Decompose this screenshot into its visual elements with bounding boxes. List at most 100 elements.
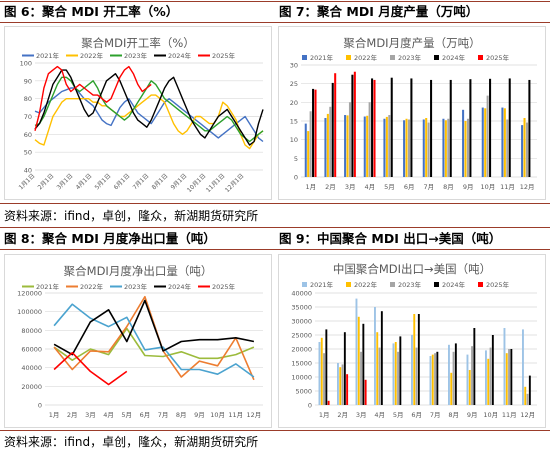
fig9-bar xyxy=(487,358,490,405)
fig9-bar xyxy=(528,375,531,405)
fig6-xtick-label: 2月1日 xyxy=(37,172,56,191)
fig7-chart: 聚合MDI月度产量（万吨） 2021年 2022年 2023年 2024年 2025年 0 5… xyxy=(290,36,537,191)
fig9-bar xyxy=(339,367,342,405)
fig6-ytick-label: 60 xyxy=(24,131,32,139)
fig9-ytick-label: 15000 xyxy=(291,360,312,368)
fig7-ytick-label: 5 xyxy=(294,155,298,163)
fig7-legend-swatch xyxy=(434,55,439,60)
fig6-xtick-label: 4月1日 xyxy=(75,172,94,191)
source-text-2: 资料来源：ifind，卓创，隆众，新湖期货研究所 xyxy=(4,435,259,449)
fig6-legend-label: 2022年 xyxy=(80,51,104,60)
fig9-bar xyxy=(374,307,376,405)
fig7-bar xyxy=(366,115,369,177)
fig6-xtick-label: 6月1日 xyxy=(113,172,132,191)
fig8-label: 图 8：聚合 MDI 月度净出口量（吨） xyxy=(4,231,216,246)
fig6-xtick-label: 5月1日 xyxy=(94,172,113,191)
fig9-bar xyxy=(468,370,471,405)
fig9-ytick-label: 20000 xyxy=(291,346,312,354)
fig6-panel: 聚合MDI开工率（%） 2021年 2022年 2023年 2024年 2025年 40 50… xyxy=(4,26,272,200)
fig7-bar xyxy=(368,102,371,177)
fig8-series-line xyxy=(53,299,255,356)
fig8-xtick-label: 3月 xyxy=(85,411,96,419)
fig7-bar xyxy=(373,79,376,177)
fig9-xtick-label: 4月 xyxy=(374,411,385,419)
fig7-bar xyxy=(329,106,332,177)
fig9-bar xyxy=(327,400,330,405)
fig9-xtick-label: 10月 xyxy=(483,411,498,419)
source-rule-1 xyxy=(0,203,550,204)
fig7-bar xyxy=(462,109,465,177)
fig9-bar xyxy=(503,328,506,405)
fig7-bar xyxy=(528,79,531,177)
fig8-ytick-label: 0 xyxy=(38,402,42,410)
fig9-bar xyxy=(417,314,420,405)
fig7-bar xyxy=(430,79,433,177)
fig9-bar xyxy=(362,323,365,405)
fig8-ytick-label: 60000 xyxy=(21,346,42,354)
title-rule-1 xyxy=(0,22,550,23)
fig9-bar xyxy=(473,328,476,405)
fig7-xtick-label: 2月 xyxy=(325,183,336,191)
fig9-bar xyxy=(376,332,379,405)
fig9-chart: 中国聚合MDI出口→美国（吨） 2021年 2022年 2023年 2024年 2025年… xyxy=(291,262,537,419)
fig9-bar xyxy=(471,346,473,405)
fig6-ytick-label: 50 xyxy=(24,149,32,157)
fig9-xtick-label: 12月 xyxy=(520,411,535,419)
fig9-bar xyxy=(411,335,413,405)
fig7-bar xyxy=(410,78,413,177)
fig9-label: 图 9：中国聚合 MDI 出口→美国（吨） xyxy=(279,231,502,246)
fig9-bar xyxy=(452,351,455,405)
fig8-series-line xyxy=(53,303,255,378)
fig6-series-line xyxy=(34,87,264,143)
fig8-xtick-label: 7月 xyxy=(158,411,169,419)
fig7-bar xyxy=(346,115,349,177)
fig9-bar xyxy=(318,342,321,405)
fig7-legend-label: 2022年 xyxy=(354,53,378,62)
fig7-bar xyxy=(326,113,329,177)
fig7-legend-label: 2024年 xyxy=(442,53,466,62)
fig9-bar xyxy=(450,372,453,405)
fig7-bar xyxy=(486,95,489,177)
fig8-legend-label: 2022年 xyxy=(80,282,104,291)
fig7-bar xyxy=(388,115,391,177)
source-text-1: 资料来源：ifind，卓创，隆众，新湖期货研究所 xyxy=(4,209,259,223)
fig8-xtick-label: 5月 xyxy=(121,411,132,419)
fig7-bar xyxy=(334,73,337,177)
fig7-xtick-label: 6月 xyxy=(404,183,415,191)
fig9-bar xyxy=(397,351,399,405)
fig7-bar xyxy=(447,118,450,177)
fig7-bar xyxy=(405,118,408,177)
fig7-label: 图 7：聚合 MDI 月度产量（万吨） xyxy=(279,4,479,19)
fig7-xtick-label: 12月 xyxy=(520,183,535,191)
fig7-xtick-label: 10月 xyxy=(480,183,495,191)
fig9-bar xyxy=(489,347,492,405)
fig7-xtick-label: 8月 xyxy=(443,183,454,191)
fig9-xtick-label: 2月 xyxy=(337,411,348,419)
fig8-chart: 聚合MDI月度净出口量（吨） 2021年 2022年 2023年 2024年 2025年 0… xyxy=(17,264,263,419)
fig8-xtick-label: 9月 xyxy=(194,411,205,419)
fig9-bar xyxy=(413,314,416,405)
fig9-legend-swatch xyxy=(302,282,307,287)
fig9-ytick-label: 0 xyxy=(308,402,312,410)
source-rule-2 xyxy=(0,430,550,431)
fig7-bar xyxy=(464,121,467,177)
fig7-legend-swatch xyxy=(346,55,351,60)
fig9-xtick-label: 1月 xyxy=(319,411,330,419)
fig9-xtick-label: 3月 xyxy=(356,411,367,419)
fig8-series-line xyxy=(53,327,255,361)
fig7-bar xyxy=(309,111,312,177)
fig7-bar xyxy=(442,118,445,177)
fig6-legend-label: 2025年 xyxy=(212,51,236,60)
fig9-xtick-label: 5月 xyxy=(393,411,404,419)
fig9-xtick-label: 9月 xyxy=(467,411,478,419)
fig7-bar xyxy=(385,116,388,177)
fig7-xtick-label: 5月 xyxy=(384,183,395,191)
fig8-xtick-label: 12月 xyxy=(247,411,262,419)
fig9-legend-swatch xyxy=(346,282,351,287)
fig8-xtick-label: 11月 xyxy=(228,411,243,419)
fig6-xtick-label: 11月1日 xyxy=(205,172,227,194)
fig7-bar xyxy=(506,119,509,177)
fig9-legend-label: 2022年 xyxy=(354,280,378,289)
fig8-ytick-label: 100000 xyxy=(17,308,42,316)
mid-rule xyxy=(0,227,550,228)
